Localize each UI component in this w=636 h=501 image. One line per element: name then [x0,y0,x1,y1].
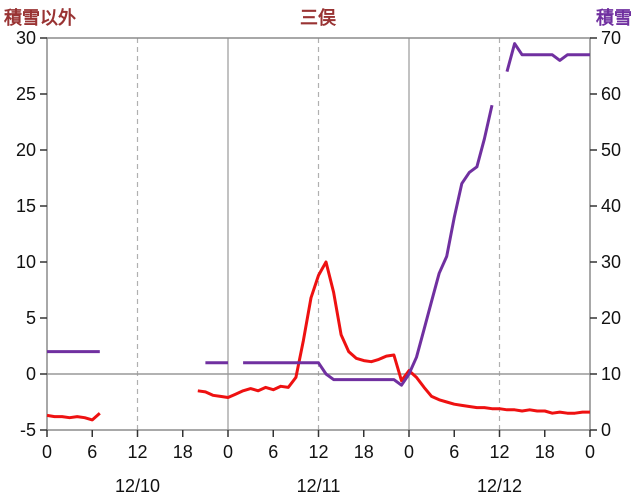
right-axis-tick-label: 10 [601,364,621,384]
series-layer [46,42,590,422]
left-axis-tick-label: 5 [26,308,36,328]
date-label: 12/11 [297,476,341,496]
left-axis-tick-label: -5 [20,420,36,440]
x-axis-tick-label: 18 [354,442,374,462]
x-axis-tick-label: 12 [489,442,509,462]
right-axis-tick-label: 50 [601,140,621,160]
left-axis-tick-label: 25 [16,84,36,104]
date-label: 12/12 [477,476,522,496]
series-line-right [505,42,590,72]
right-axis-tick-label: 60 [601,84,621,104]
right-axis-tick-label: 20 [601,308,621,328]
right-axis-title: 積雪 [595,7,632,28]
x-axis-tick-label: 18 [173,442,193,462]
left-axis-title: 積雪以外 [3,7,76,28]
left-axis-tick-label: 15 [16,196,36,216]
left-axis-tick-label: 20 [16,140,36,160]
x-axis-tick-label: 12 [127,442,147,462]
x-axis-tick-label: 0 [585,442,595,462]
left-axis-tick-label: 0 [26,364,36,384]
series-line-left [46,412,101,422]
x-axis-tick-label: 6 [449,442,459,462]
x-axis-tick-label: 0 [223,442,233,462]
x-axis-tick-label: 0 [42,442,52,462]
x-axis-tick-label: 18 [535,442,555,462]
left-axis-tick-label: 10 [16,252,36,272]
chart-title: 三俣 [300,7,337,28]
right-axis-tick-label: 40 [601,196,621,216]
right-axis-tick-label: 0 [601,420,611,440]
right-axis-tick-label: 30 [601,252,621,272]
x-axis-tick-label: 12 [308,442,328,462]
date-label: 12/10 [115,476,160,496]
x-axis-tick-label: 6 [87,442,97,462]
right-axis-tick-label: 70 [601,28,621,48]
series-line-left [197,260,590,415]
x-axis-tick-label: 0 [404,442,414,462]
x-axis-tick-label: 6 [268,442,278,462]
left-axis-tick-label: 30 [16,28,36,48]
grid-layer [46,37,591,431]
series-line-right [243,104,494,387]
